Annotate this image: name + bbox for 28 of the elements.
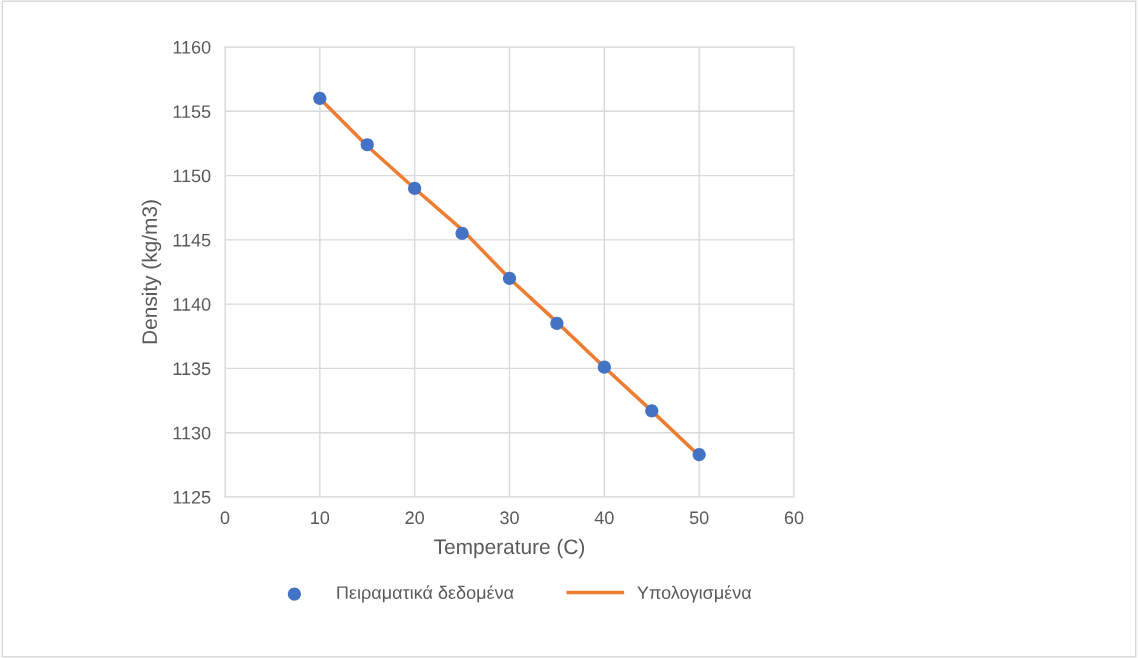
y-tick-label: 1145 [173,233,211,247]
legend-label: Υπολογισμένα [637,585,752,603]
x-tick-label: 50 [689,511,709,525]
x-tick-label: 40 [594,511,614,525]
point [408,181,422,196]
x-tick-label: 20 [405,511,424,525]
legend-label: Πειραματικά δεδομένα [337,585,514,603]
point [502,271,517,286]
point [313,91,327,106]
y-tick-label: 1130 [173,426,211,440]
point [360,138,374,152]
point [550,316,564,331]
y-tick-label: 1150 [173,169,211,183]
x-tick-label: 0 [220,511,230,525]
point [597,360,611,374]
x-tick-label: 30 [500,511,519,525]
y-axis-title: Density (kg/m3) [141,200,162,344]
x-tick-label: 10 [311,511,330,525]
x-tick-label: 60 [784,511,804,525]
y-tick-label: 1155 [173,105,211,119]
point [692,447,706,462]
y-tick-label: 1135 [173,362,211,376]
y-tick-label: 1160 [173,40,211,54]
x-axis-title: Temperature (C) [434,538,585,559]
point [645,404,659,418]
point [455,226,469,241]
y-tick-label: 1140 [173,298,211,311]
y-tick-label: 1125 [173,490,211,504]
